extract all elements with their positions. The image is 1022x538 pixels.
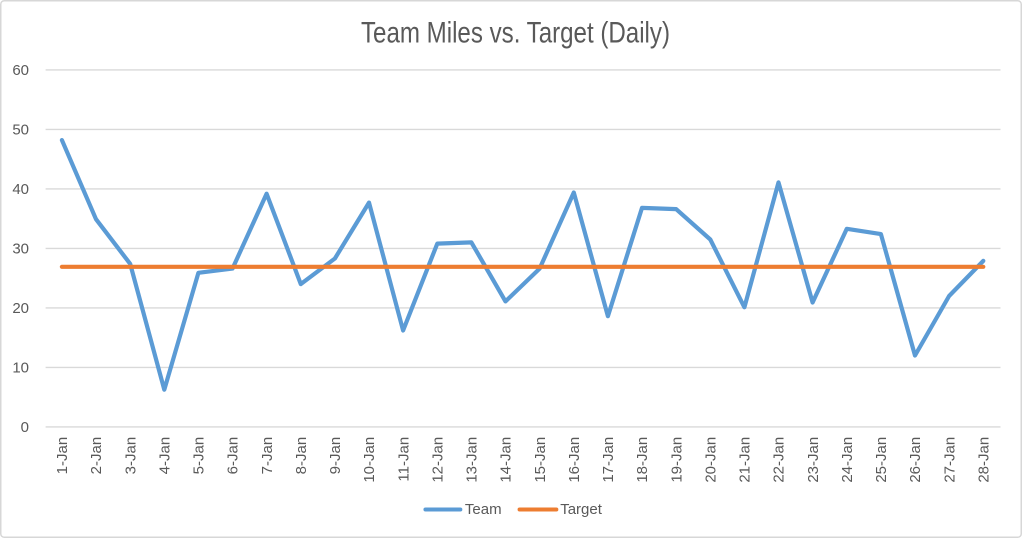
svg-text:21-Jan: 21-Jan (737, 437, 754, 483)
svg-text:10-Jan: 10-Jan (361, 437, 378, 483)
svg-text:0: 0 (21, 419, 29, 436)
svg-text:23-Jan: 23-Jan (805, 437, 822, 483)
svg-text:8-Jan: 8-Jan (293, 437, 310, 475)
svg-text:60: 60 (12, 62, 29, 79)
svg-text:7-Jan: 7-Jan (259, 437, 276, 475)
svg-text:50: 50 (12, 122, 29, 139)
svg-text:26-Jan: 26-Jan (907, 437, 924, 483)
svg-text:18-Jan: 18-Jan (634, 437, 651, 483)
svg-text:3-Jan: 3-Jan (122, 437, 139, 475)
svg-text:4-Jan: 4-Jan (157, 437, 174, 475)
svg-text:Team Miles vs. Target (Daily): Team Miles vs. Target (Daily) (361, 16, 670, 49)
svg-text:1-Jan: 1-Jan (54, 437, 71, 475)
svg-text:13-Jan: 13-Jan (464, 437, 481, 483)
svg-text:19-Jan: 19-Jan (668, 437, 685, 483)
svg-text:Target: Target (560, 501, 603, 518)
svg-text:14-Jan: 14-Jan (498, 437, 515, 483)
svg-text:28-Jan: 28-Jan (976, 437, 993, 483)
svg-text:5-Jan: 5-Jan (191, 437, 208, 475)
svg-text:Team: Team (465, 501, 502, 518)
svg-text:30: 30 (12, 241, 29, 258)
svg-text:22-Jan: 22-Jan (771, 437, 788, 483)
svg-text:25-Jan: 25-Jan (873, 437, 890, 483)
svg-text:16-Jan: 16-Jan (566, 437, 583, 483)
svg-text:17-Jan: 17-Jan (600, 437, 617, 483)
svg-text:15-Jan: 15-Jan (532, 437, 549, 483)
svg-text:9-Jan: 9-Jan (327, 437, 344, 475)
svg-text:11-Jan: 11-Jan (395, 437, 412, 482)
svg-text:27-Jan: 27-Jan (941, 437, 958, 483)
svg-text:12-Jan: 12-Jan (430, 437, 447, 483)
svg-text:40: 40 (12, 181, 29, 198)
svg-text:6-Jan: 6-Jan (225, 437, 242, 475)
svg-text:10: 10 (12, 360, 29, 377)
svg-text:2-Jan: 2-Jan (88, 437, 105, 475)
svg-text:20-Jan: 20-Jan (703, 437, 720, 483)
svg-text:24-Jan: 24-Jan (839, 437, 856, 483)
svg-text:20: 20 (12, 300, 29, 317)
